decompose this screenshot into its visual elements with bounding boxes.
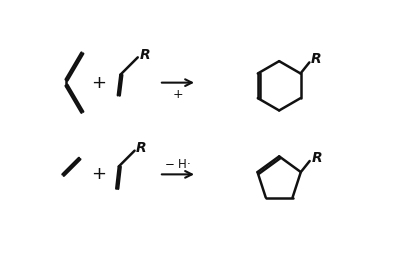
- Text: +: +: [91, 74, 106, 92]
- Text: R: R: [136, 142, 147, 155]
- Text: R: R: [139, 48, 150, 62]
- Text: +: +: [91, 165, 106, 183]
- Text: +: +: [173, 88, 183, 101]
- Text: R: R: [311, 151, 322, 165]
- Text: $-$ H·: $-$ H·: [164, 158, 192, 171]
- Text: R: R: [311, 52, 322, 66]
